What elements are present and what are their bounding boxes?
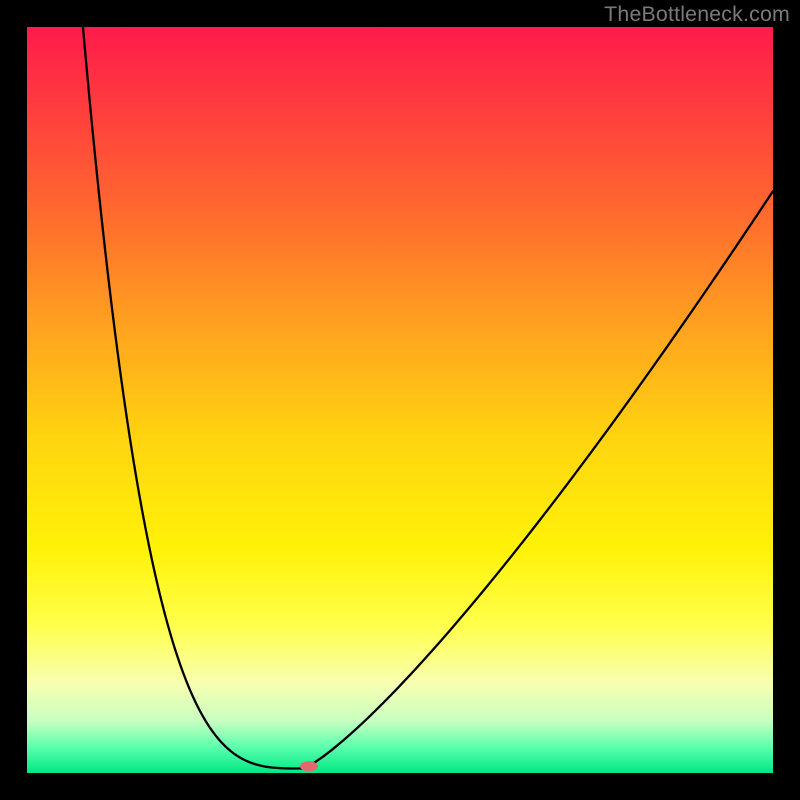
- bottleneck-curve-chart: [0, 0, 800, 800]
- chart-container: TheBottleneck.com: [0, 0, 800, 800]
- minimum-marker: [300, 761, 318, 771]
- plot-background: [27, 27, 773, 773]
